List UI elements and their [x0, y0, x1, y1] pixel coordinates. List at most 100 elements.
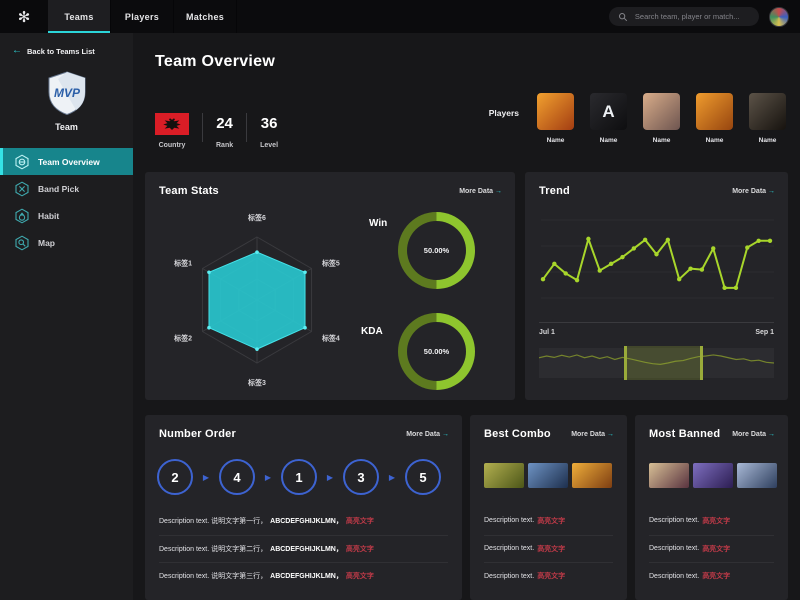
description-highlight-text: 高亮文字 — [537, 545, 566, 553]
players-section: Players Name A Name Name Name Name — [489, 93, 786, 144]
description-text: Description text. — [649, 517, 700, 525]
tab-teams[interactable]: Teams — [48, 0, 111, 33]
back-to-teams-link[interactable]: ← Back to Teams List — [0, 33, 133, 60]
description-text: Description text. 说明文字第二行， — [159, 545, 268, 553]
divider — [246, 113, 248, 142]
player: A Name — [590, 93, 627, 144]
app-logo-snowflake-icon[interactable]: ✻ — [0, 0, 48, 33]
description-row: Description text. 高亮文字 — [484, 562, 613, 590]
arrow-right-icon: → — [495, 187, 502, 195]
most-banned-card: Most Banned More Data → Description text… — [635, 415, 788, 600]
hero-thumbnails — [484, 463, 612, 488]
description-row: Description text. 说明文字第二行， ABCDEFGHIJKLMN… — [159, 534, 448, 563]
hero-thumbnail-hero-3[interactable] — [737, 463, 777, 488]
radar-axis-label: 标签6 — [247, 213, 266, 222]
hero-thumbnail-hero-2[interactable] — [528, 463, 568, 488]
player: Name — [749, 93, 786, 144]
number-circle: 4 — [219, 459, 255, 495]
sidebar-item-band-pick[interactable]: Band Pick — [0, 175, 133, 202]
team-info-row: Country 24 Rank 36 Level — [155, 113, 278, 149]
radar-axis-label: 标签4 — [321, 334, 340, 343]
radar-chart: 标签6 标签5 标签4 标签3 标签2 标签1 — [173, 213, 340, 387]
description-highlight-text: 高亮文字 — [345, 517, 374, 525]
tab-players[interactable]: Players — [111, 0, 174, 33]
win-label: Win — [369, 218, 388, 229]
country-flag-albania — [155, 113, 189, 135]
player-avatar[interactable] — [696, 93, 733, 130]
description-row: Description text. 高亮文字 — [649, 562, 774, 590]
trend-brush[interactable] — [538, 346, 775, 380]
brush-mini-chart — [538, 354, 775, 366]
sidebar-item-team-overview[interactable]: Team Overview — [0, 148, 133, 175]
sidebar-item-map[interactable]: Map — [0, 229, 133, 256]
brush-selection-handle[interactable] — [623, 346, 704, 380]
more-data-link[interactable]: More Data → — [732, 188, 775, 195]
hero-thumbnail-hero-3[interactable] — [572, 463, 612, 488]
main-content: Team Overview Country 24 Rank 36 Level P… — [133, 33, 800, 600]
sidebar: ← Back to Teams List MVP Team Team Overv… — [0, 33, 133, 600]
more-data-link[interactable]: More Data → — [571, 431, 614, 438]
sidebar-item-label: Map — [38, 237, 55, 248]
team-shield-logo: MVP — [48, 71, 85, 116]
sidebar-item-label: Habit — [38, 210, 60, 221]
arrow-right-icon: → — [768, 430, 775, 438]
players-label: Players — [488, 108, 519, 118]
player-avatar[interactable] — [643, 93, 680, 130]
x-axis-line — [539, 322, 774, 323]
hero-thumbnail-hero-1[interactable] — [649, 463, 689, 488]
arrow-right-icon: → — [607, 430, 614, 438]
search-box[interactable] — [609, 7, 759, 26]
card-title: Number Order — [159, 428, 236, 440]
top-nav: ✻ Teams Players Matches — [0, 0, 800, 33]
arrow-right-icon: → — [768, 187, 775, 195]
hero-thumbnail-hero-1[interactable] — [484, 463, 524, 488]
trend-line-chart — [540, 219, 774, 299]
country-label: Country — [158, 142, 186, 149]
description-text: Description text. — [649, 545, 700, 553]
rank-label: Rank — [216, 142, 234, 149]
more-data-link[interactable]: More Data → — [406, 431, 449, 438]
page-title: Team Overview — [155, 53, 276, 70]
sidebar-item-habit[interactable]: Habit — [0, 202, 133, 229]
back-label: Back to Teams List — [27, 46, 95, 56]
eagle-icon — [163, 118, 181, 130]
x-axis-end-label: Sep 1 — [755, 329, 774, 336]
sidebar-item-label: Team Overview — [38, 156, 100, 167]
divider — [202, 113, 203, 142]
description-row: Description text. 高亮文字 — [484, 534, 613, 563]
team-logo-text: MVP — [53, 86, 80, 100]
team-stats-card: Team Stats More Data → 标签6 标签5 标签4 标签3 标签2 标签… — [145, 172, 515, 400]
nav-tabs: Teams Players Matches — [48, 0, 237, 33]
players-list: Name A Name Name Name Name — [537, 93, 786, 144]
description-row: Description text. 说明文字第一行， ABCDEFGHIJKLMN… — [159, 507, 448, 535]
win-value: 50.00% — [407, 221, 466, 280]
more-data-label: More Data — [732, 187, 767, 195]
tab-matches[interactable]: Matches — [174, 0, 237, 33]
description-highlight-text: 高亮文字 — [345, 573, 374, 581]
more-data-label: More Data — [459, 187, 494, 195]
description-text: Description text. 说明文字第一行， — [159, 517, 268, 525]
description-text: Description text. — [484, 517, 535, 525]
more-data-link[interactable]: More Data → — [459, 188, 502, 195]
level-label: Level — [260, 142, 279, 149]
sidebar-item-label: Band Pick — [38, 183, 80, 194]
description-em-text: ABCDEFGHIJKLMN， — [270, 517, 343, 525]
description-em-text: ABCDEFGHIJKLMN， — [270, 573, 343, 581]
trend-card: Trend More Data → Jul 1 Sep 1 — [525, 172, 788, 400]
player-avatar[interactable] — [749, 93, 786, 130]
description-text: Description text. — [649, 572, 700, 580]
radar-axis-label: 标签2 — [173, 334, 192, 343]
player-avatar[interactable]: A — [590, 93, 627, 130]
number-circle: 5 — [405, 459, 441, 495]
user-avatar[interactable] — [769, 6, 789, 27]
description-highlight-text: 高亮文字 — [702, 517, 731, 525]
more-data-link[interactable]: More Data → — [732, 431, 775, 438]
more-data-label: More Data — [406, 430, 441, 438]
arrow-right-icon: ▶ — [202, 472, 210, 482]
description-text: Description text. — [484, 572, 535, 580]
hero-thumbnail-hero-2[interactable] — [693, 463, 733, 488]
description-rows: Description text. 高亮文字 Description text. 高亮… — [484, 507, 613, 590]
description-row: Description text. 高亮文字 — [649, 507, 774, 535]
search-input[interactable] — [632, 11, 750, 22]
player-avatar[interactable] — [537, 93, 574, 130]
